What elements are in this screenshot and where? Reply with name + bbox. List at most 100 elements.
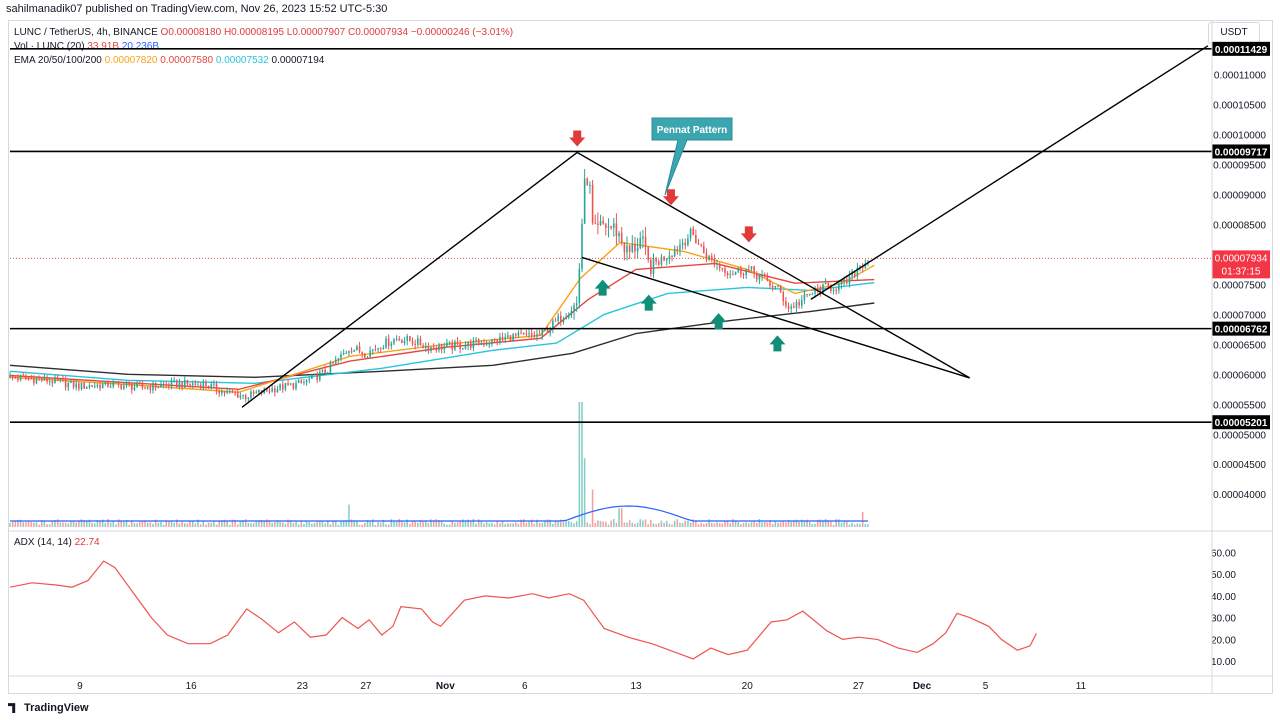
- volume-bar: [589, 524, 591, 527]
- candle-body: [120, 383, 123, 389]
- volume-bar: [115, 524, 117, 527]
- volume-bar: [120, 521, 123, 527]
- volume-bar: [763, 521, 766, 527]
- candle-body: [848, 276, 851, 284]
- candle-body: [687, 238, 689, 246]
- volume-bar: [430, 519, 432, 527]
- volume-bar: [806, 519, 808, 527]
- candle-body: [292, 383, 295, 389]
- ema-label[interactable]: EMA 20/50/100/200: [14, 55, 102, 66]
- volume-bar: [252, 523, 255, 527]
- adx-tick-label: 40.00: [1211, 592, 1236, 603]
- candle-body: [766, 275, 769, 281]
- candle-body: [14, 376, 17, 379]
- candle-body: [435, 348, 438, 351]
- candle-body: [732, 274, 734, 276]
- volume-bar: [748, 523, 750, 527]
- candle-body: [703, 245, 705, 253]
- candle-body: [446, 342, 448, 347]
- change-value: −0.00000246 (−3.01%): [410, 27, 514, 38]
- volume-bar: [377, 521, 379, 527]
- candle-body: [443, 346, 446, 350]
- candle-body: [432, 347, 435, 349]
- candle-body: [417, 338, 419, 345]
- candle-body: [840, 281, 843, 284]
- candle-body: [234, 392, 236, 394]
- volume-bar: [276, 520, 279, 527]
- volume-label[interactable]: Vol · LUNC (20): [14, 41, 85, 52]
- volume-bar: [88, 519, 91, 527]
- candle-body: [808, 293, 811, 295]
- volume-bar: [311, 523, 313, 527]
- candle-body: [522, 333, 525, 335]
- time-axis[interactable]: 9 16 23 27 Nov 6 13 20 27 Dec 5 11: [8, 675, 1272, 692]
- adx-label[interactable]: ADX (14, 14): [14, 537, 72, 548]
- candle-body: [287, 383, 289, 385]
- candle-body: [281, 384, 284, 390]
- candle-body: [168, 384, 170, 387]
- candle-body: [202, 382, 205, 389]
- volume-bar: [9, 523, 11, 527]
- price-tick-label: 0.00007500: [1213, 280, 1266, 291]
- volume-bar: [766, 522, 769, 527]
- symbol-title[interactable]: LUNC / TetherUS, 4h, BINANCE: [14, 27, 158, 38]
- volume-bar: [509, 523, 512, 527]
- volume-bar: [594, 523, 597, 527]
- volume-bar: [239, 520, 242, 527]
- price-tick-label: 0.00010000: [1213, 131, 1266, 142]
- candle-body: [40, 378, 43, 381]
- candle-body: [303, 382, 305, 384]
- volume-bar: [618, 508, 620, 527]
- volume-bar: [250, 523, 252, 527]
- candle-body: [274, 388, 276, 393]
- volume-bar: [390, 519, 393, 527]
- volume-bar: [692, 519, 695, 527]
- volume-bar: [78, 520, 80, 527]
- volume-bar: [567, 521, 570, 527]
- volume-bar: [417, 522, 419, 527]
- volume-bar: [371, 519, 374, 527]
- open-value: O0.00008180: [160, 27, 222, 38]
- volume-bar: [393, 521, 395, 527]
- volume-bar: [186, 523, 189, 527]
- candle-body: [552, 320, 554, 330]
- volume-bar: [244, 519, 247, 527]
- candle-body: [403, 340, 406, 343]
- candle-body: [361, 351, 363, 354]
- candle-body: [549, 329, 552, 334]
- candle-body: [11, 375, 14, 377]
- volume-bar: [512, 523, 514, 527]
- volume-bar: [528, 521, 530, 527]
- volume-bar: [864, 524, 867, 527]
- candle-body: [128, 383, 130, 385]
- candle-body: [295, 383, 297, 389]
- price-axis[interactable]: 0.00007934 01:37:15 0.00004000 0.00004500 0.…: [1211, 20, 1270, 694]
- up-arrow-icon: [640, 294, 657, 311]
- candle-body: [665, 258, 668, 261]
- candle-body: [771, 285, 774, 288]
- volume-bar: [54, 519, 56, 527]
- candle-body: [115, 381, 117, 383]
- candle-body: [565, 317, 567, 320]
- candle-body: [475, 339, 477, 341]
- volume-bar: [665, 520, 668, 527]
- candle-body: [9, 375, 11, 378]
- volume-bar: [189, 521, 191, 527]
- volume-bar: [602, 521, 604, 527]
- volume-bar: [737, 522, 740, 527]
- volume-bar: [46, 524, 48, 527]
- countdown-label: 01:37:15: [1222, 266, 1261, 277]
- volume-bar: [848, 524, 851, 527]
- candle-body: [324, 369, 326, 374]
- candle-body: [364, 353, 366, 358]
- candle-body: [366, 356, 369, 358]
- volume-bar: [673, 520, 676, 527]
- volume-bar: [642, 520, 644, 527]
- volume-bar: [321, 520, 324, 527]
- volume-bar: [520, 519, 522, 527]
- volume-bar: [292, 522, 295, 527]
- candle-body: [636, 248, 639, 252]
- volume-bar: [448, 524, 451, 527]
- price-tick-label: 0.00010500: [1213, 101, 1266, 112]
